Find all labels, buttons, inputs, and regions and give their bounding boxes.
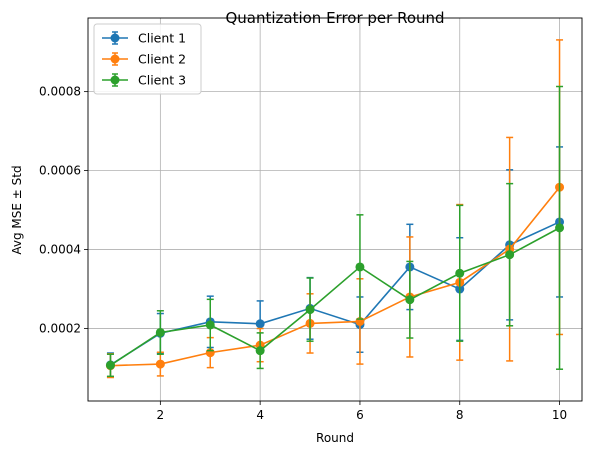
x-tick-label: 2 (157, 408, 165, 422)
data-point (205, 320, 215, 330)
data-series (105, 39, 565, 379)
data-point (155, 359, 165, 369)
legend-label: Client 2 (138, 52, 186, 67)
data-point (105, 360, 115, 370)
data-point (555, 223, 565, 233)
legend-swatch-marker (110, 54, 120, 64)
axis-ticks: 2 4 6 8 10 0.0002 0.0004 0.0006 0.0008 (39, 85, 567, 422)
legend-swatch-marker (110, 33, 120, 43)
y-axis-label: Avg MSE ± Std (10, 165, 24, 254)
data-point (305, 305, 315, 315)
series-line (110, 186, 561, 367)
series-line (110, 221, 560, 366)
y-tick-label: 0.0006 (39, 164, 81, 178)
legend-swatch-marker (110, 75, 120, 85)
legend-label: Client 3 (138, 73, 186, 88)
series-3 (105, 85, 565, 378)
x-tick-label: 8 (456, 408, 464, 422)
legend: Client 1 Client 2 Client 3 (93, 23, 202, 95)
x-axis-label: Round (316, 431, 354, 445)
series-line (110, 227, 560, 366)
x-tick-label: 4 (256, 408, 264, 422)
y-tick-label: 0.0004 (39, 243, 81, 257)
legend-label: Client 1 (138, 31, 186, 46)
data-point (505, 250, 515, 260)
legend-item-2: Client 2 (102, 52, 186, 67)
y-tick-label: 0.0002 (39, 322, 81, 336)
y-tick-label: 0.0008 (39, 85, 81, 99)
x-tick-label: 6 (356, 408, 364, 422)
data-point (255, 319, 265, 329)
legend-item-3: Client 3 (102, 73, 186, 88)
data-point (155, 327, 165, 337)
data-point (455, 268, 465, 278)
x-tick-label: 10 (552, 408, 567, 422)
plot-frame (87, 17, 583, 402)
legend-item-1: Client 1 (102, 31, 186, 46)
data-point (405, 295, 415, 305)
data-point (255, 346, 265, 356)
legend-box (93, 23, 202, 95)
data-point (355, 262, 365, 272)
